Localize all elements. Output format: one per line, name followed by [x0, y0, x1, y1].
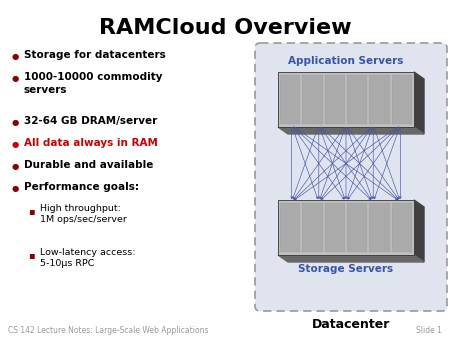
Text: All data always in RAM: All data always in RAM	[24, 138, 158, 148]
Text: High throughput:
1M ops/sec/server: High throughput: 1M ops/sec/server	[40, 204, 127, 224]
Text: 1000-10000 commodity
servers: 1000-10000 commodity servers	[24, 72, 162, 95]
Bar	[302, 75, 323, 124]
Text: ●: ●	[11, 118, 18, 127]
Polygon shape	[278, 255, 424, 262]
Text: ●: ●	[11, 184, 18, 193]
Bar	[324, 203, 345, 252]
Bar	[302, 203, 323, 252]
Bar	[280, 203, 300, 252]
Text: Storage for datacenters: Storage for datacenters	[24, 50, 166, 60]
Text: CS 142 Lecture Notes: Large-Scale Web Applications: CS 142 Lecture Notes: Large-Scale Web Ap…	[8, 326, 208, 335]
Bar	[347, 203, 367, 252]
Text: Storage Servers: Storage Servers	[298, 264, 394, 274]
Bar	[369, 203, 390, 252]
Bar	[347, 75, 367, 124]
Text: Application Servers: Application Servers	[288, 56, 404, 66]
Text: Performance goals:: Performance goals:	[24, 182, 139, 192]
Text: ●: ●	[11, 162, 18, 171]
Polygon shape	[414, 72, 424, 134]
Text: Durable and available: Durable and available	[24, 160, 153, 170]
Text: Slide 1: Slide 1	[416, 326, 442, 335]
Bar	[278, 200, 414, 255]
Bar	[280, 75, 300, 124]
Polygon shape	[414, 200, 424, 262]
Text: RAMCloud Overview: RAMCloud Overview	[99, 18, 351, 38]
Bar	[278, 72, 414, 127]
Text: Datacenter: Datacenter	[312, 318, 390, 331]
Polygon shape	[278, 127, 424, 134]
Text: 32-64 GB DRAM/server: 32-64 GB DRAM/server	[24, 116, 157, 126]
Bar	[324, 75, 345, 124]
Bar	[392, 203, 412, 252]
Text: ●: ●	[11, 74, 18, 83]
Text: ▪: ▪	[28, 250, 34, 260]
Text: Low-latency access:
5-10μs RPC: Low-latency access: 5-10μs RPC	[40, 248, 135, 268]
Bar	[392, 75, 412, 124]
Text: ●: ●	[11, 140, 18, 149]
Text: ▪: ▪	[28, 206, 34, 216]
Bar	[369, 75, 390, 124]
Text: ●: ●	[11, 52, 18, 61]
FancyBboxPatch shape	[255, 43, 447, 311]
